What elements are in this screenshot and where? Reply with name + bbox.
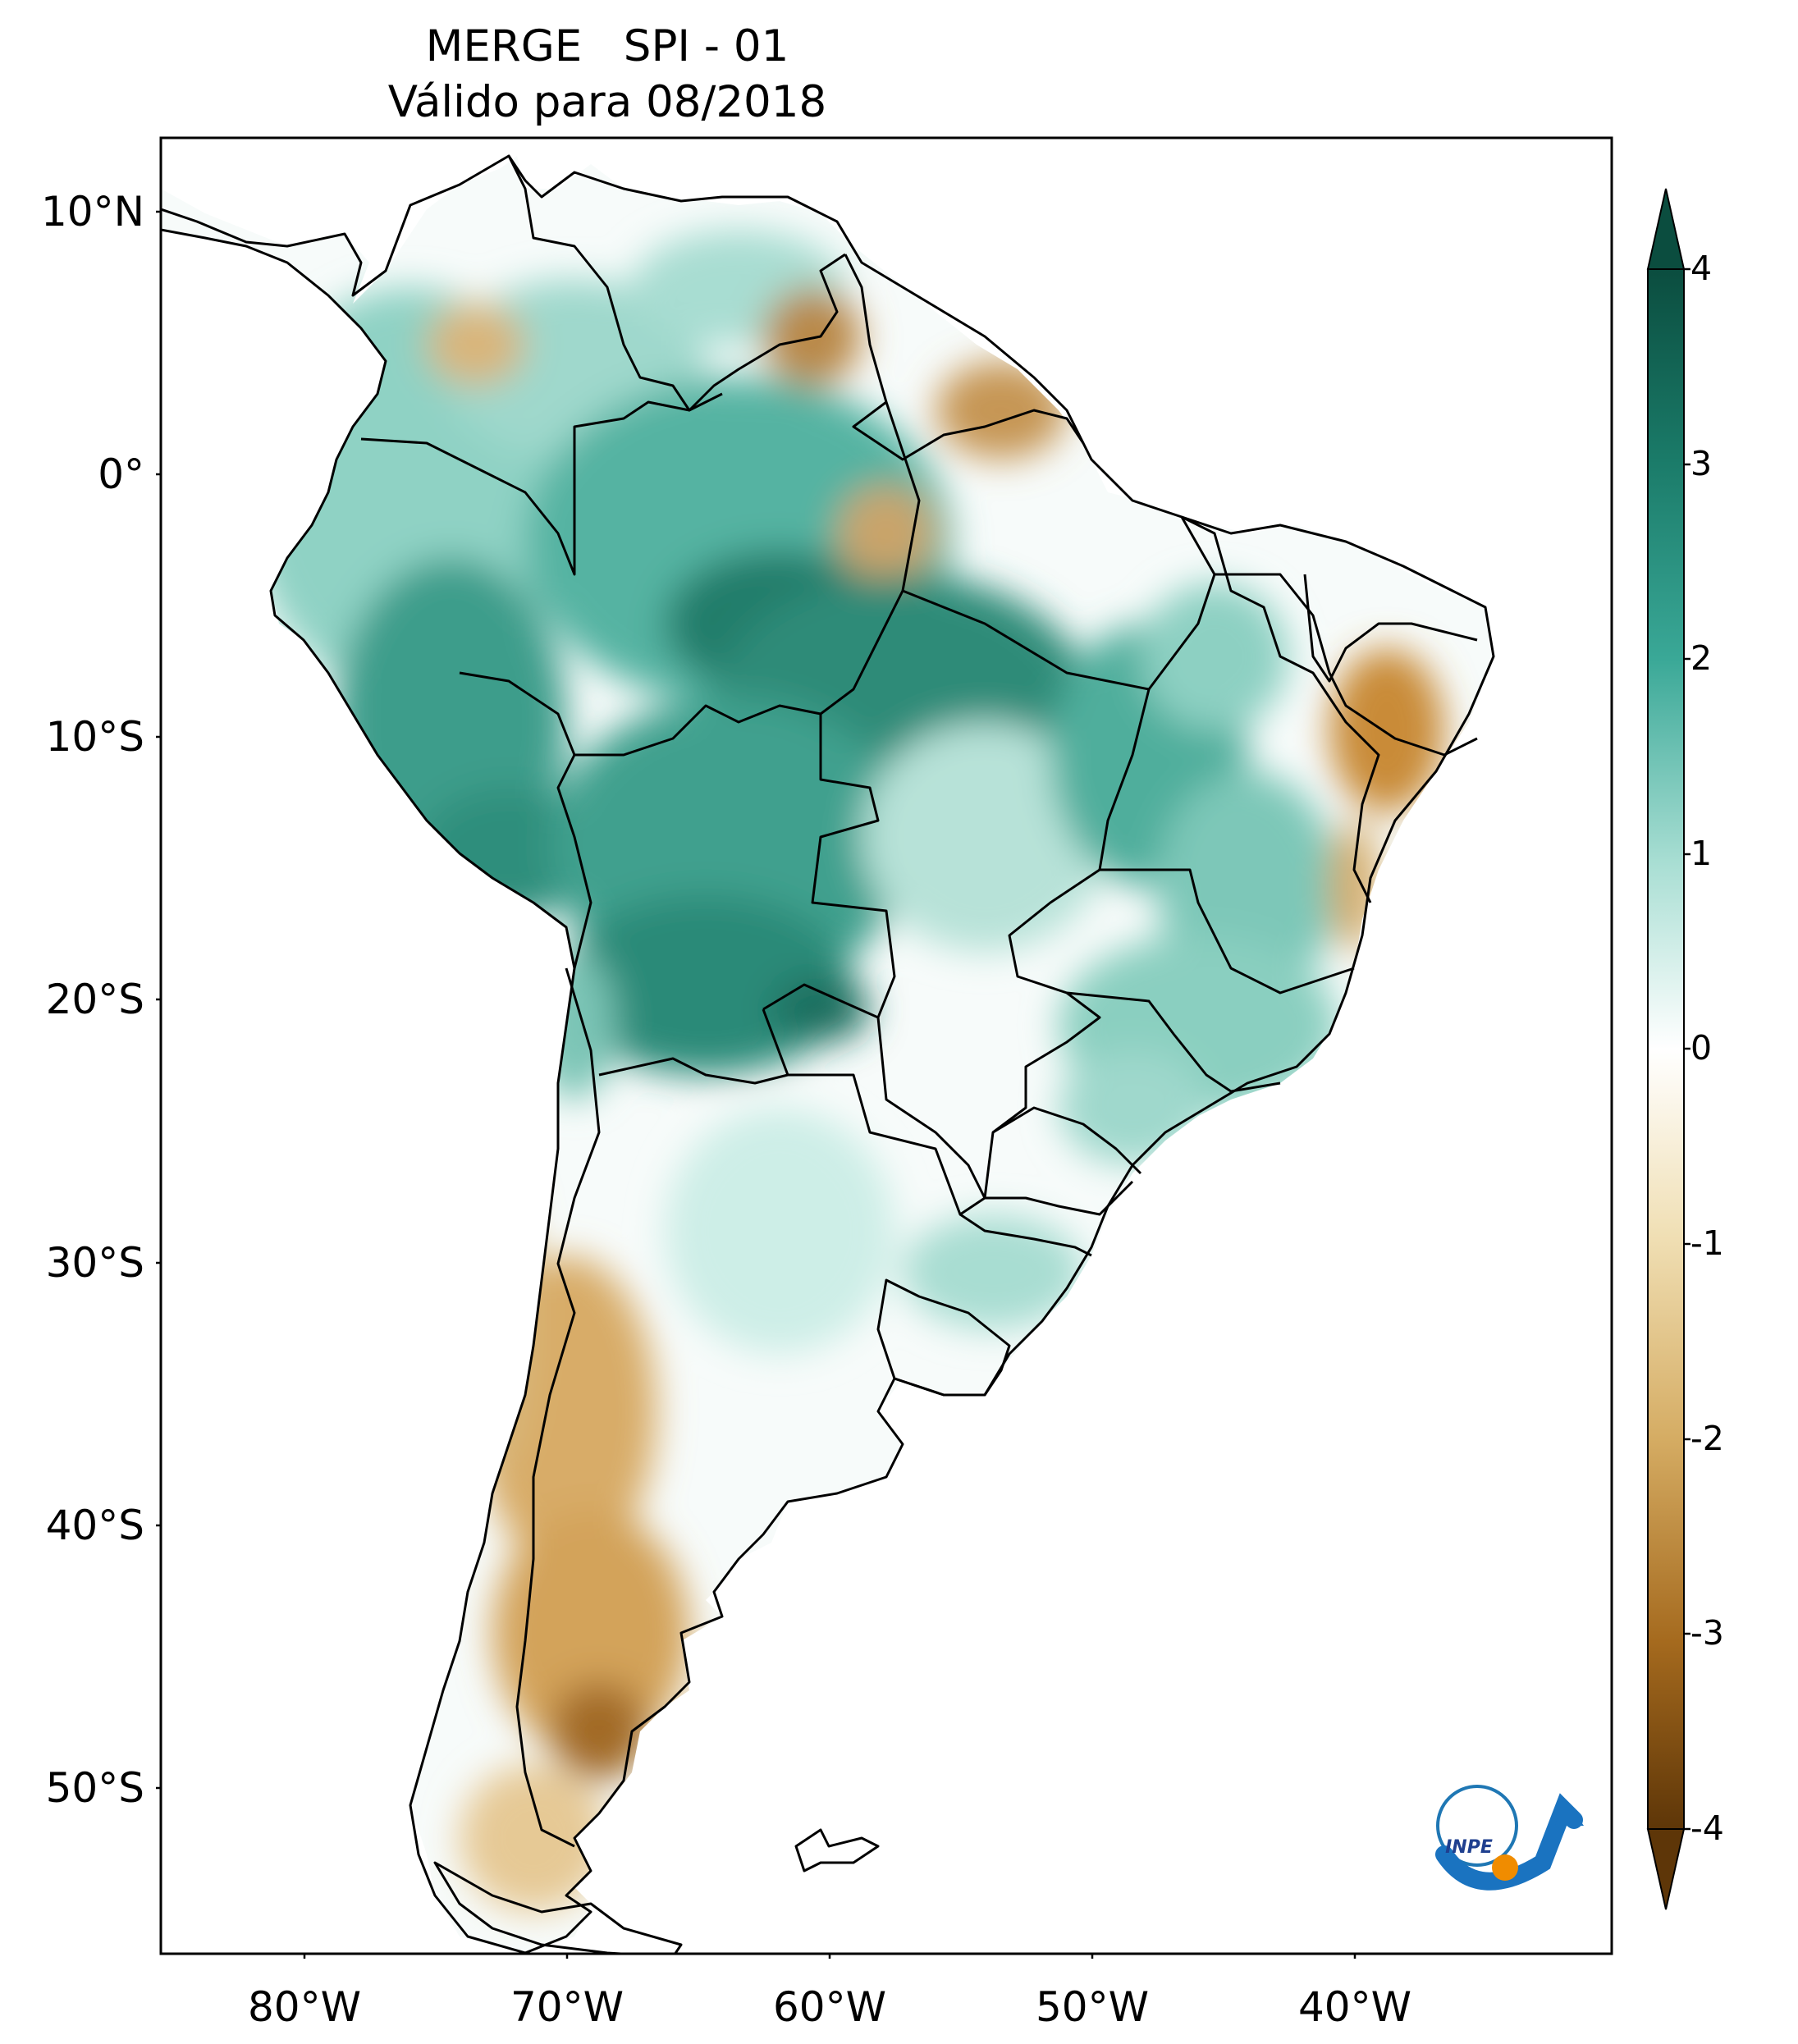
border-uruguay <box>876 1278 1011 1397</box>
lon-tick-80w: 80°W <box>247 1983 362 2031</box>
colorbar-tick-minus-3: -3 <box>1690 1613 1724 1653</box>
colorbar-tick-minus-1: -1 <box>1690 1223 1724 1263</box>
border-state-10 <box>1181 515 1380 903</box>
colorbar-tick-0: 0 <box>1690 1028 1713 1068</box>
border-brazil-west <box>811 714 896 1018</box>
border-colombia <box>360 392 723 576</box>
border-bolivia <box>556 754 592 969</box>
lon-tick-60w: 60°W <box>772 1983 887 2031</box>
lon-tick-40w: 40°W <box>1297 1983 1412 2031</box>
lat-tick-10n: 10°N <box>40 188 144 235</box>
axis-tick-marks <box>156 210 1357 1959</box>
border-venezuela <box>507 155 846 412</box>
border-state-6 <box>992 1106 1142 1175</box>
border-argentina-north <box>598 1057 789 1085</box>
tierra-del-fuego <box>433 1861 683 1954</box>
inpe-logo-text: INPE <box>1445 1837 1493 1858</box>
lat-tick-0: 0° <box>98 450 144 498</box>
inpe-logo: INPE <box>1435 1785 1584 1891</box>
colorbar-tick-marks <box>1684 268 1690 1831</box>
colorbar-bar <box>1647 268 1685 1830</box>
colorbar-extend-bottom <box>1646 1828 1686 1910</box>
border-peru <box>459 671 821 757</box>
colorbar-tick-minus-2: -2 <box>1690 1419 1724 1458</box>
map-title: MERGE SPI - 01 <box>425 21 789 71</box>
border-state-8 <box>959 1213 1092 1257</box>
colorbar-tick-3: 3 <box>1690 444 1713 483</box>
lon-tick-70w: 70°W <box>510 1983 624 2031</box>
colorbar-tick-2: 2 <box>1690 638 1713 678</box>
map-frame <box>159 136 1613 1955</box>
border-state-7 <box>985 1180 1134 1216</box>
border-chile-arg <box>515 967 601 1848</box>
border-state-3 <box>1215 573 1478 757</box>
border-brazil-north <box>820 401 921 716</box>
border-state-2 <box>1098 688 1355 995</box>
colorbar-tick-minus-4: -4 <box>1690 1809 1724 1848</box>
lat-tick-10s: 10°S <box>45 713 144 761</box>
lat-tick-50s: 50°S <box>45 1764 144 1812</box>
lat-tick-30s: 30°S <box>45 1239 144 1287</box>
border-state-9 <box>1303 574 1478 683</box>
colorbar-tick-1: 1 <box>1690 834 1713 873</box>
continent-outline <box>161 154 1495 1954</box>
lat-tick-20s: 20°S <box>45 976 144 1023</box>
colorbar-tick-4: 4 <box>1690 249 1713 288</box>
country-borders <box>161 154 1495 1954</box>
map-subtitle: Válido para 08/2018 <box>387 77 827 127</box>
border-state-4 <box>983 868 1101 1199</box>
colorbar <box>1646 188 1690 1910</box>
lat-tick-40s: 40°S <box>45 1502 144 1549</box>
border-state-5 <box>1066 991 1281 1093</box>
falklands <box>794 1828 880 1873</box>
colorbar-extend-top <box>1646 188 1686 270</box>
lon-tick-50w: 50°W <box>1035 1983 1150 2031</box>
border-guianas <box>844 254 1085 461</box>
